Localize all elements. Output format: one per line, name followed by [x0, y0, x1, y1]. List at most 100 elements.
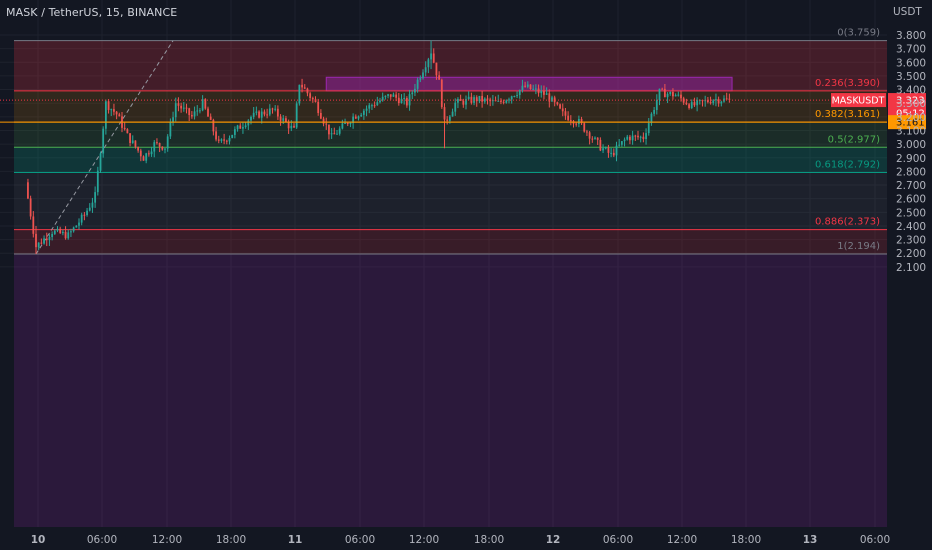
candle-body — [180, 105, 183, 109]
candle-body — [276, 108, 279, 117]
x-tick-label: 13 — [803, 534, 818, 546]
x-tick-label: 12:00 — [667, 534, 697, 546]
candle-body — [610, 152, 613, 154]
candle-body — [682, 98, 685, 103]
candle-body — [403, 98, 406, 100]
candle-body — [720, 101, 723, 104]
candle-body — [333, 133, 336, 135]
candle-body — [451, 111, 454, 117]
candle-body — [545, 93, 548, 95]
candle-body — [586, 131, 588, 133]
candle-body — [408, 94, 411, 106]
candle-body — [623, 139, 626, 142]
candle-body — [607, 147, 610, 153]
candle-body — [448, 116, 451, 121]
candle-body — [414, 88, 416, 93]
candle-body — [134, 140, 137, 147]
trend-line-diagonal — [35, 40, 174, 255]
resistance-box[interactable] — [325, 76, 733, 92]
candle-body — [311, 97, 314, 100]
candle-body — [247, 120, 250, 126]
candle-body — [446, 119, 449, 121]
current-price-value: 3.323 — [896, 96, 925, 107]
x-tick-label: 12:00 — [152, 534, 182, 546]
candle-body — [99, 153, 102, 171]
fib-zone-extension — [14, 254, 887, 527]
candle-body — [43, 238, 45, 244]
candle-body — [620, 141, 623, 145]
y-tick-label: 2.900 — [896, 153, 926, 165]
candle-body — [594, 137, 596, 139]
candle-body — [440, 79, 443, 108]
x-tick-label: 18:00 — [731, 534, 761, 546]
candle-body — [497, 100, 500, 102]
y-tick-label: 2.400 — [896, 221, 926, 233]
fib-label: 0.886(2.373) — [815, 217, 880, 228]
candles[interactable] — [27, 40, 731, 255]
candle-body — [696, 100, 699, 106]
candle-body — [556, 102, 559, 105]
candle-body — [287, 121, 290, 129]
candle-body — [532, 88, 535, 90]
candle-body — [626, 136, 629, 140]
candle-body — [432, 53, 435, 63]
candle-body — [115, 111, 118, 115]
candle-body — [540, 90, 543, 94]
candle-body — [131, 140, 134, 143]
y-tick-label: 2.500 — [896, 207, 926, 219]
x-tick-label: 06:00 — [87, 534, 117, 546]
x-tick-label: 12:00 — [409, 534, 439, 546]
candle-body — [88, 207, 91, 211]
candle-body — [75, 225, 78, 228]
candle-body — [201, 99, 204, 111]
candle-body — [123, 127, 126, 130]
candle-body — [462, 100, 465, 105]
candle-body — [338, 128, 341, 134]
x-tick-label: 11 — [288, 534, 303, 546]
candle-body — [486, 98, 489, 100]
alert-price-value: 3.161 — [896, 118, 925, 129]
candle-body — [325, 123, 328, 125]
candle-body — [352, 116, 355, 124]
candle-body — [161, 146, 164, 150]
candle-body — [102, 128, 105, 154]
candle-body — [596, 137, 599, 140]
candle-body — [295, 103, 298, 128]
candle-body — [220, 139, 223, 141]
candle-body — [64, 231, 67, 239]
candle-body — [577, 119, 580, 125]
candle-body — [634, 135, 637, 137]
candle-body — [223, 139, 226, 141]
candle-body — [228, 137, 231, 142]
candle-body — [712, 100, 715, 104]
candle-body — [207, 108, 209, 117]
candle-body — [56, 228, 59, 231]
candle-body — [217, 139, 220, 141]
candle-body — [478, 95, 481, 102]
candle-body — [346, 123, 349, 125]
candle-body — [263, 111, 266, 115]
candle-body — [537, 88, 540, 94]
candle-body — [45, 238, 48, 241]
candle-body — [360, 114, 363, 117]
candle-body — [387, 94, 389, 96]
candle-body — [647, 123, 650, 134]
candle-body — [86, 210, 88, 216]
y-tick-label: 3.800 — [896, 30, 926, 42]
y-tick-label: 3.300 — [896, 98, 926, 110]
candle-body — [715, 99, 717, 101]
countdown-value: 05:12 — [896, 109, 925, 120]
fib-zone — [14, 147, 887, 173]
fib-zones — [14, 40, 887, 527]
candle-body — [559, 104, 561, 109]
candle-body — [349, 123, 352, 125]
candle-body — [615, 145, 618, 156]
candle-body — [693, 102, 696, 106]
trend-line[interactable] — [35, 40, 174, 255]
fib-label: 0(3.759) — [837, 28, 880, 39]
candle-body — [435, 62, 438, 76]
candle-body — [185, 107, 188, 109]
